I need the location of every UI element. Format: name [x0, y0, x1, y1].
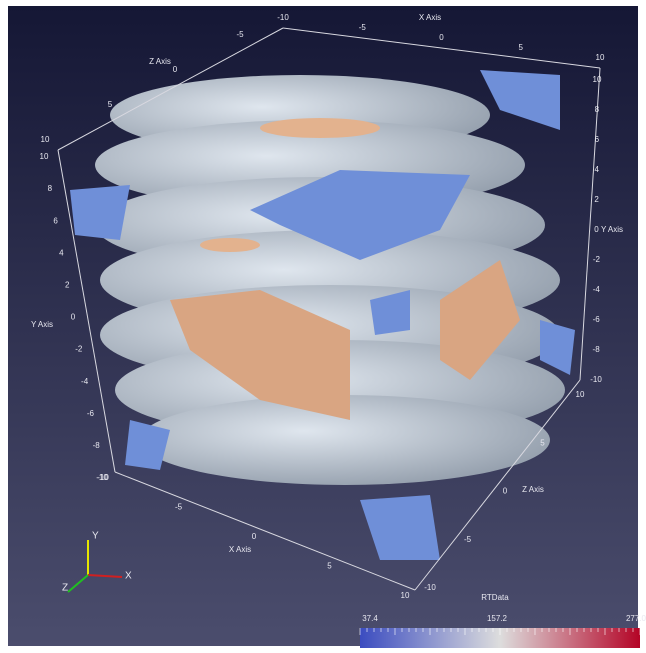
tick-label: -5	[359, 23, 367, 32]
axis-title: Z Axis	[522, 485, 544, 494]
tick-label: 4	[59, 248, 64, 257]
tick-label: -2	[593, 255, 601, 264]
tick-label: -10	[424, 583, 436, 592]
tick-label: 10	[40, 152, 49, 161]
colorbar-label: 277.0	[626, 614, 646, 623]
colorbar-label: 37.4	[362, 614, 378, 623]
tick-label: 0	[594, 225, 599, 234]
tick-label: 2	[594, 195, 599, 204]
tick-label: -4	[81, 377, 89, 386]
axis-title: Y Axis	[31, 320, 53, 329]
tick-label: 0	[503, 487, 508, 496]
tick-label: -8	[93, 441, 101, 450]
colorbar-title: RTData	[481, 593, 509, 602]
tick-label: 10	[41, 135, 50, 144]
tick-label: 0	[439, 33, 444, 42]
tick-label: -8	[593, 345, 601, 354]
tick-label: 10	[401, 591, 410, 600]
tick-label: 0	[252, 532, 257, 541]
axis-title: X Axis	[419, 13, 441, 22]
tick-label: 8	[595, 105, 600, 114]
tick-label: 0	[173, 65, 178, 74]
orientation-axes: Y X Z	[62, 531, 132, 594]
tick-label: -2	[75, 345, 83, 354]
tick-label: -10	[277, 13, 289, 22]
tick-label: -4	[593, 285, 601, 294]
tick-label: -5	[464, 535, 472, 544]
orientation-z: Z	[62, 583, 68, 594]
bounding-box	[57, 27, 601, 591]
axis-title: X Axis	[229, 545, 251, 554]
tick-label: -5	[236, 30, 244, 39]
tick-label: 6	[53, 216, 58, 225]
tick-label: -6	[87, 409, 95, 418]
tick-label: -10	[96, 473, 108, 482]
tick-label: 0	[71, 313, 76, 322]
tick-label: -5	[175, 503, 183, 512]
orientation-y: Y	[92, 531, 99, 542]
tick-label: -6	[593, 315, 601, 324]
axis-title: Y Axis	[601, 225, 623, 234]
tick-label: -10	[97, 473, 109, 482]
tick-label: 6	[595, 135, 600, 144]
orientation-x: X	[125, 571, 132, 582]
tick-label: 2	[65, 281, 70, 290]
tick-label: 10	[576, 390, 585, 399]
tick-label: 5	[540, 438, 545, 447]
tick-label: 8	[48, 184, 53, 193]
tick-label: 10	[596, 53, 605, 62]
colorbar-label: 157.2	[487, 614, 508, 623]
tick-label: 5	[108, 100, 113, 109]
isosurface	[70, 70, 575, 560]
tick-label: 10	[593, 75, 602, 84]
tick-label: -10	[590, 375, 602, 384]
axis-title: Z Axis	[149, 57, 171, 66]
tick-label: 4	[594, 165, 599, 174]
tick-label: 5	[327, 562, 332, 571]
tick-label: 5	[519, 43, 524, 52]
